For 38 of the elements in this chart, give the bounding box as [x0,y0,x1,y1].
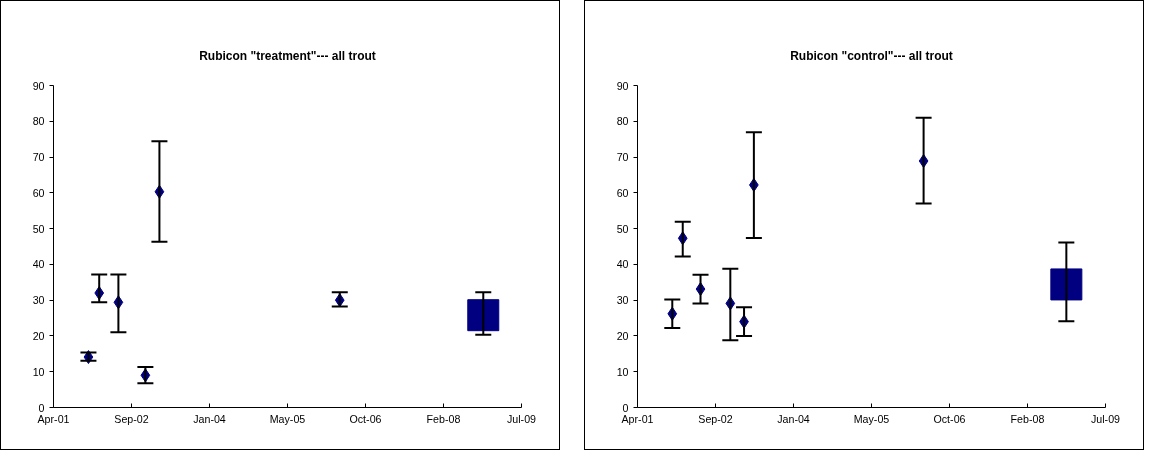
y-tick-label: 30 [32,294,45,307]
x-tick-label: Oct-06 [349,412,382,425]
x-tick-label: Jul-09 [1090,412,1121,425]
y-tick-label: 80 [32,115,45,128]
y-tick-label: 20 [32,329,45,342]
x-tick-label: Apr-01 [37,412,70,425]
x-tick-label: May-05 [853,412,890,425]
x-tick-label: May-05 [269,412,306,425]
x-tick-label: Jan-04 [193,412,226,425]
chart-title: Rubicon "control"--- all trout [790,49,953,63]
y-tick-label: 60 [32,186,45,199]
y-tick-label: 50 [616,222,629,235]
y-tick-label: 90 [616,79,629,92]
y-tick-label: 40 [616,258,629,271]
y-tick-label: 20 [616,329,629,342]
chart-title: Rubicon "treatment"--- all trout [199,49,376,63]
x-tick-label: Jan-04 [777,412,810,425]
y-tick-label: 0 [622,401,629,414]
y-tick-label: 10 [32,365,45,378]
x-tick-label: Jul-09 [506,412,537,425]
y-tick-label: 90 [32,79,45,92]
point [1050,268,1083,301]
y-tick-label: 30 [616,294,629,307]
y-tick-label: 40 [32,258,45,271]
y-tick-label: 10 [616,365,629,378]
x-tick-label: Apr-01 [621,412,654,425]
y-tick-label: 70 [616,151,629,164]
point [467,299,500,332]
x-tick-label: Feb-08 [426,412,461,425]
y-tick-label: 0 [38,401,45,414]
x-tick-label: Feb-08 [1010,412,1045,425]
y-tick-label: 60 [616,186,629,199]
y-tick-label: 70 [32,151,45,164]
y-tick-label: 80 [616,115,629,128]
x-tick-label: Sep-02 [698,412,733,425]
y-tick-label: 50 [32,222,45,235]
x-tick-label: Sep-02 [114,412,149,425]
x-tick-label: Oct-06 [933,412,966,425]
